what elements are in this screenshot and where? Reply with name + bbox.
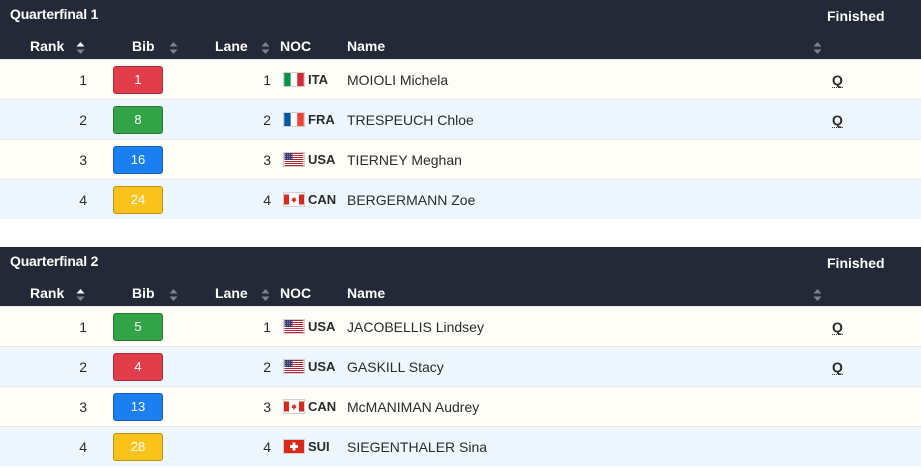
noc-cell: SUI	[308, 439, 330, 454]
table-row[interactable]: 3 13 3 CAN McMANIMAN Audrey	[0, 386, 921, 426]
usa-flag-icon	[283, 319, 305, 334]
noc-cell: ITA	[308, 72, 328, 87]
noc-cell: USA	[308, 359, 336, 374]
lane-cell: 2	[263, 112, 271, 128]
column-header-bib[interactable]: Bib	[132, 38, 155, 54]
rank-cell: 1	[79, 319, 87, 335]
race-header: Quarterfinal 2 Finished Rank Bib Lane NOC Name	[0, 247, 921, 306]
table-row[interactable]: 4 24 4 CAN BERGERMANN Zoe	[0, 179, 921, 219]
column-header-name[interactable]: Name	[347, 38, 386, 54]
sort-lane-icon[interactable]	[261, 288, 270, 302]
athlete-name[interactable]: McMANIMAN Audrey	[347, 399, 480, 415]
athlete-name[interactable]: TIERNEY Meghan	[347, 152, 462, 168]
rank-cell: 1	[79, 72, 87, 88]
rank-cell: 3	[79, 399, 87, 415]
table-row[interactable]: 2 4 2 USA GASKILL Stacy Q	[0, 346, 921, 386]
column-header-rank[interactable]: Rank	[30, 285, 65, 301]
usa-flag-icon	[283, 359, 305, 374]
race-header: Quarterfinal 1 Finished Rank Bib Lane NOC Name	[0, 0, 921, 59]
noc-cell: USA	[308, 319, 336, 334]
canada-flag-icon	[283, 399, 305, 414]
sort-lane-icon[interactable]	[261, 41, 270, 55]
race-title: Quarterfinal 1	[10, 6, 99, 22]
italy-flag-icon	[283, 72, 305, 87]
lane-cell: 1	[263, 72, 271, 88]
race-section: Quarterfinal 2 Finished Rank Bib Lane NOC Name…	[0, 247, 921, 466]
column-header-rank[interactable]: Rank	[30, 38, 65, 54]
rank-cell: 4	[79, 439, 87, 455]
noc-cell: USA	[308, 152, 336, 167]
athlete-name[interactable]: TRESPEUCH Chloe	[347, 112, 474, 128]
race-status: Finished	[827, 255, 885, 271]
rank-cell: 2	[79, 359, 87, 375]
bib-badge: 24	[113, 186, 163, 214]
column-header-lane[interactable]: Lane	[215, 285, 248, 301]
bib-badge: 1	[113, 66, 163, 94]
column-header-bib[interactable]: Bib	[132, 285, 155, 301]
rank-cell: 2	[79, 112, 87, 128]
table-row[interactable]: 1 1 1 ITA MOIOLI Michela Q	[0, 59, 921, 99]
sort-name-icon[interactable]	[813, 41, 822, 55]
switzerland-flag-icon	[283, 439, 305, 454]
bib-badge: 5	[113, 313, 163, 341]
lane-cell: 2	[263, 359, 271, 375]
table-row[interactable]: 3 16 3 USA TIERNEY Meghan	[0, 139, 921, 179]
sort-rank-icon[interactable]	[76, 41, 85, 55]
qualified-marker: Q	[832, 319, 843, 335]
athlete-name[interactable]: MOIOLI Michela	[347, 72, 449, 88]
table-row[interactable]: 1 5 1 USA JACOBELLIS Lindsey Q	[0, 306, 921, 346]
bib-badge: 28	[113, 433, 163, 461]
noc-cell: CAN	[308, 192, 337, 207]
usa-flag-icon	[283, 152, 305, 167]
athlete-name[interactable]: SIEGENTHALER Sina	[347, 439, 488, 455]
column-header-noc[interactable]: NOC	[280, 38, 312, 54]
rank-cell: 3	[79, 152, 87, 168]
bib-badge: 13	[113, 393, 163, 421]
lane-cell: 4	[263, 192, 271, 208]
rank-cell: 4	[79, 192, 87, 208]
bib-badge: 4	[113, 353, 163, 381]
column-header-name[interactable]: Name	[347, 285, 386, 301]
column-header-lane[interactable]: Lane	[215, 38, 248, 54]
noc-cell: FRA	[308, 112, 335, 127]
sort-bib-icon[interactable]	[169, 41, 178, 55]
race-title: Quarterfinal 2	[10, 253, 99, 269]
noc-cell: CAN	[308, 399, 337, 414]
bib-badge: 8	[113, 106, 163, 134]
qualified-marker: Q	[832, 72, 843, 88]
lane-cell: 1	[263, 319, 271, 335]
table-row[interactable]: 4 28 4 SUI SIEGENTHALER Sina	[0, 426, 921, 466]
athlete-name[interactable]: JACOBELLIS Lindsey	[347, 319, 484, 335]
race-section: Quarterfinal 1 Finished Rank Bib Lane NOC Name…	[0, 0, 921, 219]
section-spacer	[0, 219, 921, 247]
sort-rank-icon[interactable]	[76, 288, 85, 302]
canada-flag-icon	[283, 192, 305, 207]
france-flag-icon	[283, 112, 305, 127]
lane-cell: 3	[263, 399, 271, 415]
athlete-name[interactable]: BERGERMANN Zoe	[347, 192, 476, 208]
lane-cell: 3	[263, 152, 271, 168]
qualified-marker: Q	[832, 359, 843, 375]
athlete-name[interactable]: GASKILL Stacy	[347, 359, 444, 375]
lane-cell: 4	[263, 439, 271, 455]
bib-badge: 16	[113, 146, 163, 174]
sort-bib-icon[interactable]	[169, 288, 178, 302]
qualified-marker: Q	[832, 112, 843, 128]
column-header-noc[interactable]: NOC	[280, 285, 312, 301]
table-row[interactable]: 2 8 2 FRA TRESPEUCH Chloe Q	[0, 99, 921, 139]
sort-name-icon[interactable]	[813, 288, 822, 302]
race-status: Finished	[827, 8, 885, 24]
